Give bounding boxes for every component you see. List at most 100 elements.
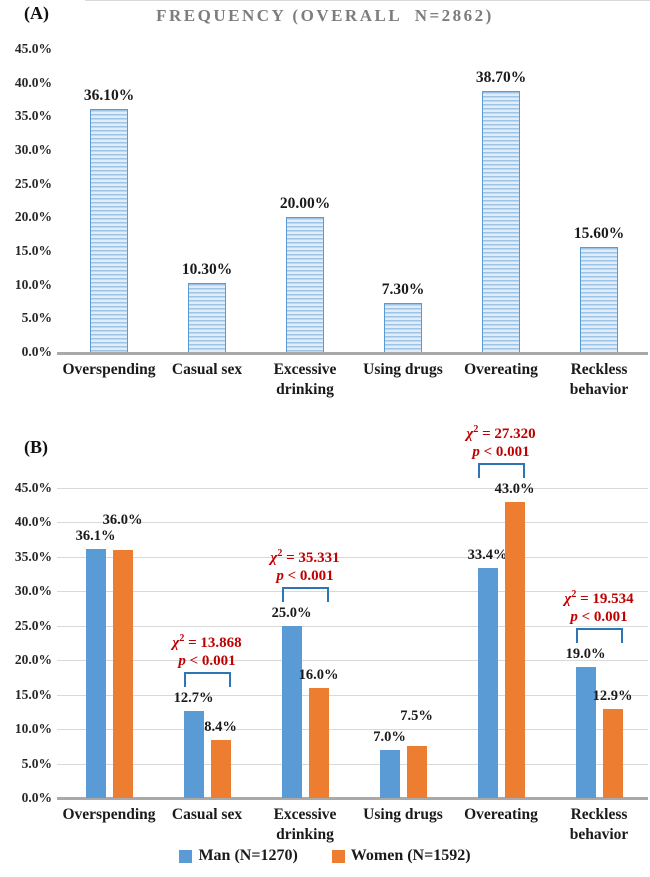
bar-value-label: 33.4%: [467, 546, 508, 563]
chi-square-annotation: χ2 = 13.868 p < 0.001: [172, 630, 241, 670]
gridline: [57, 694, 648, 696]
x-axis-category-label: Overeating: [464, 361, 538, 378]
bar-value-label: 7.5%: [400, 708, 433, 725]
x-axis-category-label: Overspending: [62, 361, 156, 378]
x-axis-category-label: Overspending: [62, 806, 156, 823]
x-axis-category-label: Using drugs: [363, 361, 443, 378]
x-axis-category-label: Excessive drinking: [273, 361, 337, 399]
x-axis-category-label: Overeating: [464, 806, 538, 823]
bar-value-label: 19.0%: [565, 646, 606, 663]
y-axis-tick-label: 10.0%: [14, 721, 52, 737]
bar-value-label: 43.0%: [494, 480, 535, 497]
bar-overeating-women: [504, 501, 525, 798]
p-value: p < 0.001: [276, 567, 334, 584]
bar-casual-sex-women: [210, 740, 231, 798]
y-axis-tick-label: 40.0%: [14, 514, 52, 530]
bar-excessive-drinking-women: [308, 687, 329, 798]
bar-value-label: 36.0%: [102, 512, 143, 528]
y-axis-tick-label: 25.0%: [14, 175, 52, 191]
bar-value-label: 8.4%: [204, 719, 237, 736]
panel-a-title: FREQUENCY (OVERALL N=2862): [156, 6, 494, 25]
bar-using-drugs-man: [379, 749, 400, 798]
significance-bracket: [183, 671, 231, 687]
significance-bracket: [575, 628, 623, 644]
bar-excessive-drinking: [286, 217, 324, 352]
x-axis-category-label: Casual sex: [171, 806, 243, 823]
y-axis-tick-label: 0.0%: [21, 344, 52, 359]
bar-value-label: 38.70%: [475, 69, 527, 87]
y-axis-tick-label: 45.0%: [14, 480, 52, 495]
panel-a: (A) FREQUENCY (OVERALL N=2862) 45.0% 40.0…: [0, 0, 650, 415]
gridline: [57, 660, 648, 662]
y-axis-tick-label: 20.0%: [14, 652, 52, 668]
x-axis-line: [57, 797, 648, 800]
chi-square-value: χ2 = 19.534: [564, 589, 634, 608]
chi-square-annotation: χ2 = 19.534 p < 0.001: [564, 586, 633, 626]
bar-reckless-behavior-man: [575, 667, 596, 798]
bar-value-label: 15.60%: [573, 224, 625, 242]
bar-value-label: 12.9%: [592, 688, 633, 705]
chi-square-value: χ2 = 35.331: [270, 547, 340, 566]
gridline: [57, 729, 648, 731]
gridline: [57, 556, 648, 558]
x-axis-category-label: Reckless behavior: [569, 361, 629, 399]
y-axis-tick-label: 5.0%: [21, 755, 52, 771]
y-axis-tick-label: 40.0%: [14, 74, 52, 90]
panel-a-label: (A): [24, 3, 49, 23]
y-axis-tick-label: 10.0%: [14, 276, 52, 292]
bar-value-label: 12.7%: [173, 689, 214, 706]
y-axis-tick-label: 30.0%: [14, 142, 52, 157]
bar-value-label: 7.0%: [373, 728, 406, 745]
legend-swatch: [331, 849, 345, 863]
panel-b-label: (B): [24, 437, 48, 457]
chi-square-annotation: χ2 = 27.320 p < 0.001: [466, 421, 535, 461]
x-axis-category-label: Reckless behavior: [569, 806, 629, 844]
figure-top-border: [85, 0, 650, 1]
y-axis-tick-label: 15.0%: [14, 243, 52, 258]
gridline: [57, 625, 648, 627]
bar-value-label: 7.30%: [381, 280, 425, 298]
p-value: p < 0.001: [570, 609, 628, 626]
legend-item: Women (N=1592): [331, 847, 471, 865]
bar-reckless-behavior: [580, 246, 618, 352]
bar-overspending: [90, 108, 128, 352]
gridline: [57, 591, 648, 593]
y-axis-tick-label: 35.0%: [14, 108, 52, 124]
chi-square-value: χ2 = 13.868: [172, 632, 242, 651]
bar-using-drugs: [384, 302, 422, 352]
legend-label: Women (N=1592): [350, 847, 471, 864]
panel-b: (B) 45.0% 40.0% 35.0% 30.0% 25.0% 20.0% 15.0% 1…: [0, 415, 650, 877]
significance-bracket: [281, 586, 329, 602]
bar-value-label: 16.0%: [298, 666, 339, 683]
p-value: p < 0.001: [178, 652, 236, 669]
bar-excessive-drinking-man: [281, 625, 302, 798]
legend-item: Man (N=1270): [179, 847, 298, 865]
x-axis-category-label: Excessive drinking: [273, 806, 337, 844]
p-value: p < 0.001: [472, 443, 530, 460]
y-axis-tick-label: 5.0%: [21, 310, 52, 326]
bar-overspending-women: [112, 550, 133, 798]
x-axis-category-label: Using drugs: [363, 806, 443, 823]
x-axis-line: [57, 352, 648, 355]
y-axis-tick-label: 20.0%: [14, 209, 52, 225]
legend: Man (N=1270) Women (N=1592): [0, 847, 650, 865]
bar-value-label: 36.1%: [75, 528, 116, 545]
y-axis-tick-label: 45.0%: [14, 41, 52, 56]
y-axis-tick-label: 30.0%: [14, 583, 52, 599]
x-axis-category-label: Casual sex: [171, 361, 243, 378]
gridline: [57, 522, 648, 524]
bar-overeating-man: [477, 567, 498, 798]
significance-bracket: [477, 462, 525, 478]
bar-casual-sex-man: [183, 710, 204, 798]
y-axis-tick-label: 25.0%: [14, 617, 52, 633]
y-axis-tick-label: 15.0%: [14, 686, 52, 702]
gridline: [57, 488, 648, 489]
bar-using-drugs-women: [406, 746, 427, 798]
bar-value-label: 25.0%: [271, 604, 312, 621]
gridline: [57, 763, 648, 765]
bar-value-label: 10.30%: [181, 260, 233, 278]
chi-square-value: χ2 = 27.320: [466, 423, 536, 442]
bar-value-label: 36.10%: [83, 86, 135, 104]
bar-reckless-behavior-women: [602, 709, 623, 798]
bar-casual-sex: [188, 282, 226, 352]
